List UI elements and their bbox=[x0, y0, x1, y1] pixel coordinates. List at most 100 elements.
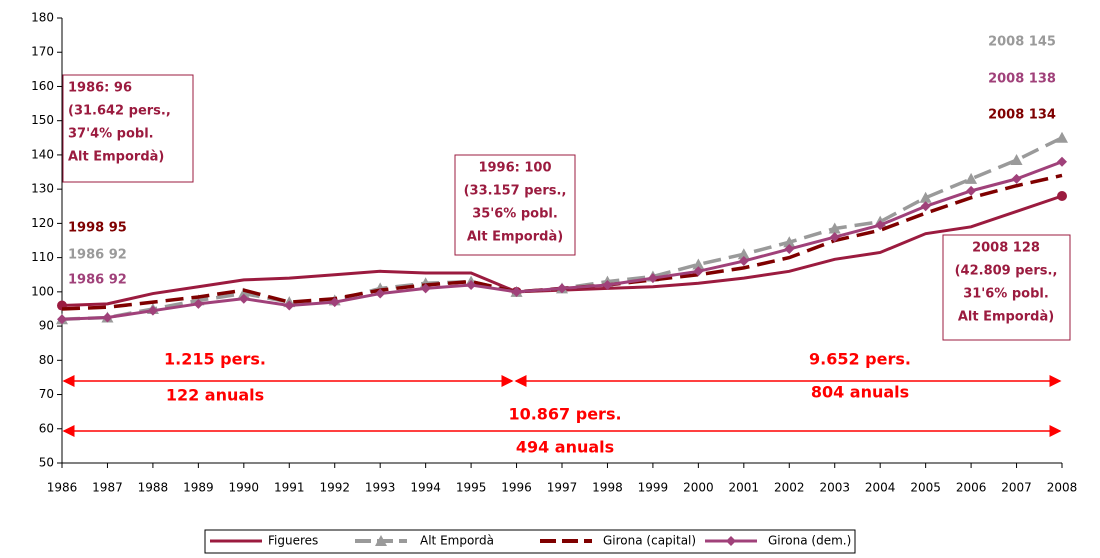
annotation-box bbox=[942, 234, 1071, 341]
y-tick-label: 160 bbox=[31, 79, 54, 93]
y-tick-label: 60 bbox=[39, 421, 54, 435]
data-point bbox=[57, 314, 67, 325]
legend-label: Girona (capital) bbox=[603, 534, 696, 548]
data-point bbox=[829, 232, 840, 243]
data-point bbox=[237, 287, 250, 299]
legend-marker bbox=[375, 535, 387, 546]
x-tick-label: 1996 bbox=[501, 481, 532, 495]
annotation-text: 1986: 96 bbox=[68, 81, 132, 96]
annotation-text: 37'4% pobl. bbox=[68, 127, 154, 142]
annotation-text: (33.157 pers., bbox=[464, 184, 567, 199]
legend-label: Alt Empordà bbox=[420, 534, 494, 548]
annotation-text: (42.809 pers., bbox=[955, 264, 1058, 279]
data-point bbox=[193, 298, 204, 309]
x-tick-label: 1988 bbox=[138, 481, 169, 495]
annotation-label: 1986 92 bbox=[68, 273, 127, 288]
x-tick-label: 1993 bbox=[365, 481, 396, 495]
y-tick-label: 120 bbox=[31, 216, 54, 230]
data-point bbox=[783, 236, 796, 248]
x-tick-label: 1995 bbox=[456, 481, 487, 495]
data-point bbox=[102, 312, 113, 323]
legend-marker bbox=[726, 536, 736, 546]
legend-label: Figueres bbox=[268, 534, 318, 548]
y-tick-label: 130 bbox=[31, 182, 54, 196]
x-tick-label: 2005 bbox=[910, 481, 941, 495]
data-point bbox=[238, 293, 249, 304]
data-point bbox=[738, 256, 749, 267]
x-tick-label: 2003 bbox=[819, 481, 850, 495]
y-tick-label: 180 bbox=[31, 11, 54, 25]
x-tick-label: 2006 bbox=[956, 481, 987, 495]
data-point bbox=[966, 185, 977, 196]
annotation-label: 2008 145 bbox=[988, 35, 1056, 50]
y-tick-label: 70 bbox=[39, 387, 54, 401]
data-point bbox=[875, 220, 886, 231]
x-tick-label: 1987 bbox=[92, 481, 123, 495]
annotation-label: 2008 138 bbox=[988, 72, 1056, 87]
annotation-text: 1996: 100 bbox=[478, 161, 551, 176]
annotation-label: 2008 134 bbox=[988, 108, 1056, 123]
x-tick-label: 2001 bbox=[729, 481, 760, 495]
data-point bbox=[511, 286, 522, 297]
annotation-text: 31'6% pobl. bbox=[963, 287, 1049, 302]
data-point bbox=[692, 258, 705, 270]
x-tick-label: 1986 bbox=[47, 481, 78, 495]
x-tick-label: 2004 bbox=[865, 481, 896, 495]
annotation-text: 35'6% pobl. bbox=[472, 207, 558, 222]
legend-label: Girona (dem.) bbox=[768, 534, 851, 548]
x-tick-label: 1994 bbox=[410, 481, 441, 495]
legend bbox=[204, 529, 856, 554]
x-tick-label: 2007 bbox=[1001, 481, 1032, 495]
data-point bbox=[420, 283, 431, 294]
data-point bbox=[784, 244, 795, 255]
data-point bbox=[602, 280, 613, 290]
annotation-text: Alt Empordà) bbox=[958, 310, 1054, 325]
data-point bbox=[920, 201, 931, 212]
x-tick-label: 1999 bbox=[638, 481, 669, 495]
y-tick-label: 80 bbox=[39, 353, 54, 367]
x-tick-label: 1997 bbox=[547, 481, 578, 495]
period-label: 10.867 pers. bbox=[508, 405, 621, 424]
x-tick-label: 1989 bbox=[183, 481, 214, 495]
annotation-box bbox=[62, 74, 194, 183]
y-tick-label: 170 bbox=[31, 45, 54, 59]
period-label: 9.652 pers. bbox=[809, 350, 911, 369]
annotation-text: Alt Empordà) bbox=[68, 150, 164, 165]
data-point bbox=[375, 288, 386, 299]
x-tick-label: 1991 bbox=[274, 481, 305, 495]
data-point bbox=[919, 191, 932, 203]
data-point bbox=[737, 248, 750, 260]
x-tick-label: 1998 bbox=[592, 481, 623, 495]
x-tick-label: 2002 bbox=[774, 481, 805, 495]
x-tick-label: 2008 bbox=[1047, 481, 1078, 495]
data-point bbox=[828, 222, 841, 234]
annotation-text: (31.642 pers., bbox=[68, 104, 171, 119]
y-tick-label: 90 bbox=[39, 319, 54, 333]
data-point bbox=[647, 273, 658, 284]
period-label: 122 anuals bbox=[166, 386, 264, 405]
data-point bbox=[329, 297, 340, 308]
data-point bbox=[965, 172, 978, 184]
annotation-text: Alt Empordà) bbox=[467, 230, 563, 245]
y-tick-label: 110 bbox=[31, 250, 54, 264]
data-point bbox=[1011, 173, 1022, 184]
data-point bbox=[557, 283, 567, 294]
data-point bbox=[147, 305, 158, 316]
y-tick-label: 50 bbox=[39, 456, 54, 470]
period-label: 494 anuals bbox=[516, 438, 614, 457]
annotation-text: 2008 128 bbox=[972, 241, 1040, 256]
x-tick-label: 1990 bbox=[229, 481, 260, 495]
y-tick-label: 150 bbox=[31, 113, 54, 127]
annotation-label: 1998 95 bbox=[68, 221, 127, 236]
data-point bbox=[1057, 191, 1067, 201]
y-tick-label: 100 bbox=[31, 284, 54, 298]
data-point bbox=[1010, 154, 1023, 166]
annotation-label: 1986 92 bbox=[68, 248, 127, 263]
data-point bbox=[1057, 156, 1067, 167]
data-point bbox=[284, 300, 295, 311]
period-label: 1.215 pers. bbox=[164, 350, 266, 369]
x-tick-label: 2000 bbox=[683, 481, 714, 495]
data-point bbox=[693, 266, 704, 277]
data-point bbox=[1056, 131, 1068, 143]
